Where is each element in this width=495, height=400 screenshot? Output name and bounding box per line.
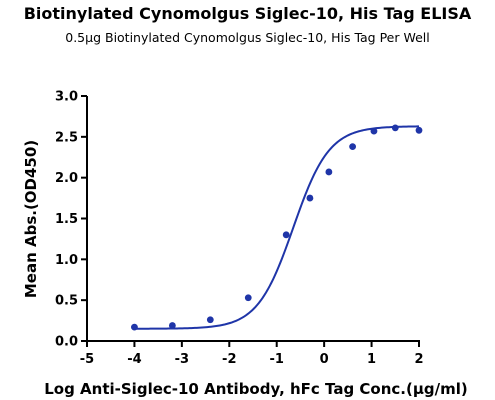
y-axis-ticks: 0.0 0.5 1.0 1.5 2.0 2.5 3.0 (55, 90, 87, 350)
data-point (325, 168, 333, 176)
data-point (349, 143, 356, 151)
x-tick-label: 0 (320, 352, 329, 367)
y-tick-label: 0.5 (55, 294, 78, 309)
y-tick-label: 3.0 (55, 90, 78, 105)
x-tick-label: -3 (175, 352, 189, 367)
x-tick-label: 1 (367, 352, 376, 367)
y-axis-label: Mean Abs.(OD450) (22, 140, 40, 298)
data-point (168, 322, 176, 329)
y-tick-label: 0.0 (55, 335, 78, 350)
axes (86, 96, 420, 342)
y-tick-label: 2.5 (55, 130, 78, 145)
chart-subtitle: 0.5μg Biotinylated Cynomolgus Siglec-10,… (65, 30, 430, 45)
fit-curve (134, 125, 420, 330)
y-tick-label: 1.0 (55, 253, 78, 268)
data-point (244, 294, 252, 302)
x-tick-label: -4 (127, 352, 141, 367)
x-axis-ticks: -5 -4 -3 -2 -1 0 1 2 (80, 341, 424, 367)
data-point (131, 323, 138, 331)
x-axis-label: Log Anti-Siglec-10 Antibody, hFc Tag Con… (44, 380, 468, 398)
x-tick-label: -1 (269, 352, 283, 367)
data-point (306, 194, 314, 202)
chart-title: Biotinylated Cynomolgus Siglec-10, His T… (24, 4, 472, 23)
x-tick-label: -2 (222, 352, 236, 367)
x-tick-label: 2 (414, 352, 423, 367)
data-point (415, 126, 423, 134)
data-points (131, 124, 423, 331)
data-point (282, 231, 290, 239)
data-point (370, 127, 378, 135)
x-tick-label: -5 (80, 352, 94, 367)
data-point (391, 124, 399, 132)
data-point (206, 316, 214, 324)
y-tick-label: 1.5 (55, 212, 78, 227)
y-tick-label: 2.0 (55, 171, 78, 186)
